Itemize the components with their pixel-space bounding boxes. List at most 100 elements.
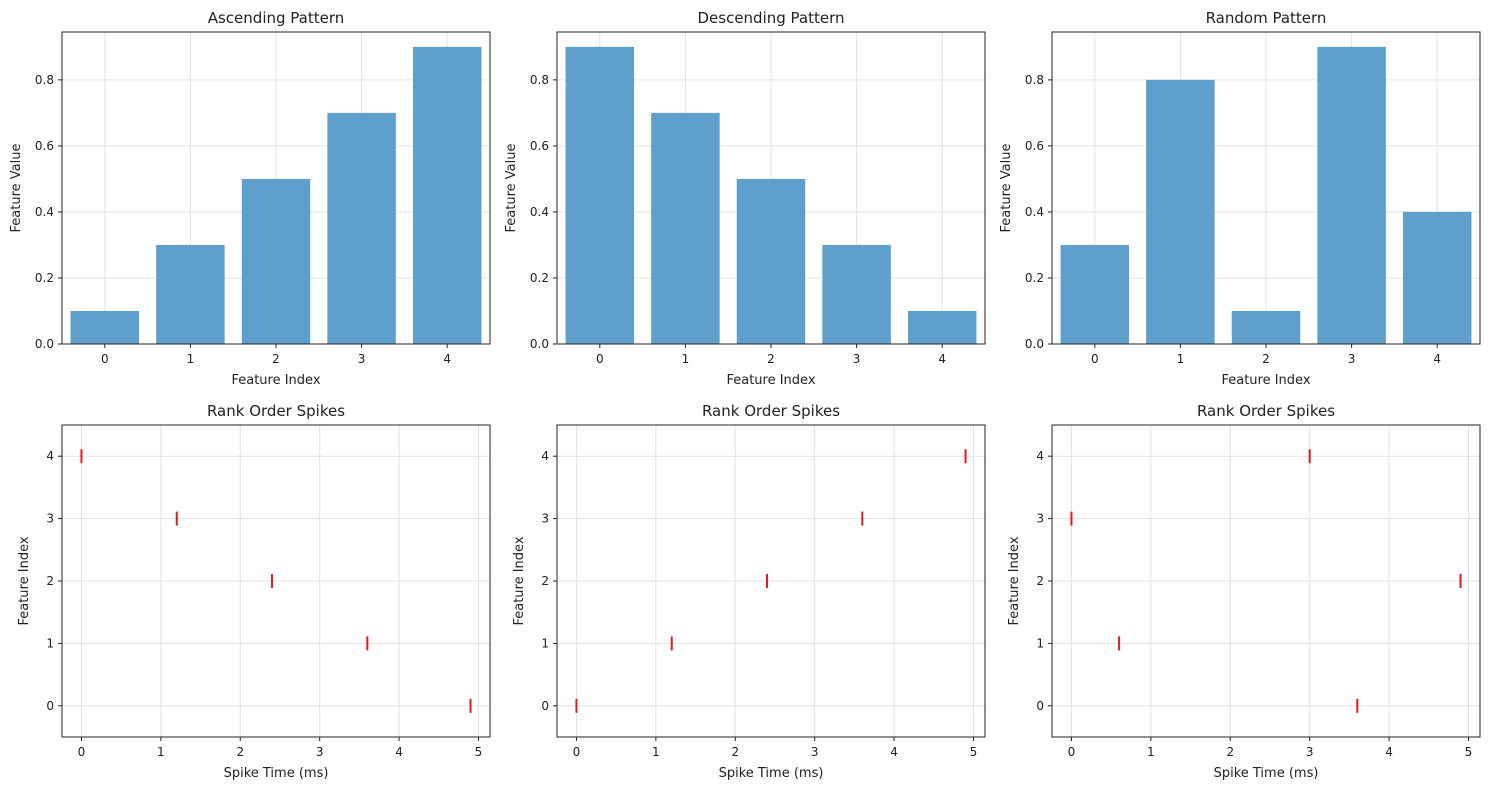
x-tick-label: 3 xyxy=(811,745,819,759)
y-tick-label: 4 xyxy=(1036,449,1044,463)
y-tick-label: 0.4 xyxy=(1025,205,1044,219)
bar-0 xyxy=(1060,244,1130,344)
bar-1 xyxy=(1146,79,1215,344)
y-tick-label: 0.2 xyxy=(530,271,549,285)
bar-2 xyxy=(736,178,806,344)
chart-panel-2: 0 1 2 3 4 0.0 0.2 0.4 0.6 0.8 Descending Pattern Fe… xyxy=(504,9,986,388)
bar-2 xyxy=(1231,310,1301,344)
bar-4 xyxy=(1402,211,1472,344)
chart-title: Random Pattern xyxy=(1206,9,1327,27)
x-tick-label: 3 xyxy=(1348,352,1356,366)
bar-4 xyxy=(907,310,977,344)
chart-title: Ascending Pattern xyxy=(208,9,345,27)
y-tick-label: 0.4 xyxy=(530,205,549,219)
x-tick-label: 4 xyxy=(443,352,451,366)
x-tick-label: 4 xyxy=(1433,352,1441,366)
y-tick-label: 0.2 xyxy=(35,271,54,285)
x-tick-label: 2 xyxy=(272,352,280,366)
bar-0 xyxy=(70,310,140,344)
bar-1 xyxy=(156,244,225,344)
chart-title: Descending Pattern xyxy=(697,9,844,27)
bar-3 xyxy=(1317,46,1386,344)
y-tick-label: 0 xyxy=(1036,699,1044,713)
x-tick-label: 1 xyxy=(652,745,660,759)
y-tick-label: 2 xyxy=(1036,574,1044,588)
y-tick-label: 0.6 xyxy=(35,139,54,153)
x-tick-label: 4 xyxy=(395,745,403,759)
x-axis-label: Feature Index xyxy=(231,373,320,388)
bar-4 xyxy=(412,46,482,344)
chart-title: Rank Order Spikes xyxy=(702,402,840,420)
x-tick-label: 3 xyxy=(853,352,861,366)
x-tick-label: 0 xyxy=(1068,745,1076,759)
y-tick-label: 0.8 xyxy=(530,73,549,87)
y-tick-label: 3 xyxy=(46,512,54,526)
x-axis-label: Spike Time (ms) xyxy=(1214,766,1319,781)
x-tick-label: 2 xyxy=(236,745,244,759)
x-axis-label: Feature Index xyxy=(726,373,815,388)
bar-0 xyxy=(565,46,635,344)
y-tick-label: 0 xyxy=(541,699,549,713)
chart-title: Rank Order Spikes xyxy=(1197,402,1335,420)
x-tick-label: 1 xyxy=(157,745,165,759)
y-tick-label: 2 xyxy=(541,574,549,588)
y-axis-label: Feature Value xyxy=(999,144,1014,233)
y-tick-label: 0.8 xyxy=(35,73,54,87)
chart-panel-4: 0 1 2 3 4 5 0 1 2 3 4 Rank Order Spikes Spike Time (… xyxy=(17,402,491,781)
chart-panel-3: 0 1 2 3 4 0.0 0.2 0.4 0.6 0.8 Random Pattern Featur… xyxy=(999,9,1481,388)
x-axis-label: Spike Time (ms) xyxy=(719,766,824,781)
bar-2 xyxy=(241,178,311,344)
y-tick-label: 0.6 xyxy=(1025,139,1044,153)
bar-3 xyxy=(327,112,396,344)
x-tick-label: 2 xyxy=(1226,745,1234,759)
bar-3 xyxy=(822,244,891,344)
x-tick-label: 5 xyxy=(475,745,483,759)
y-tick-label: 0 xyxy=(46,699,54,713)
x-tick-label: 0 xyxy=(78,745,86,759)
y-tick-label: 2 xyxy=(46,574,54,588)
x-tick-label: 1 xyxy=(1177,352,1185,366)
x-tick-label: 1 xyxy=(682,352,690,366)
chart-title: Rank Order Spikes xyxy=(207,402,345,420)
y-tick-label: 0.4 xyxy=(35,205,54,219)
chart-panel-5: 0 1 2 3 4 5 0 1 2 3 4 Rank Order Spikes Spike Time (… xyxy=(512,402,986,781)
y-tick-label: 3 xyxy=(1036,512,1044,526)
y-tick-label: 4 xyxy=(541,449,549,463)
chart-panel-1: 0 1 2 3 4 0.0 0.2 0.4 0.6 0.8 Ascending Pattern Fea… xyxy=(9,9,491,388)
x-tick-label: 2 xyxy=(731,745,739,759)
x-axis-label: Feature Index xyxy=(1221,373,1310,388)
chart-panel-6: 0 1 2 3 4 5 0 1 2 3 4 Rank Order Spikes Spike Time (… xyxy=(1007,402,1481,781)
x-tick-label: 1 xyxy=(1147,745,1155,759)
x-tick-label: 4 xyxy=(890,745,898,759)
x-tick-label: 1 xyxy=(187,352,195,366)
y-axis-label: Feature Index xyxy=(1007,536,1022,625)
y-tick-label: 0.0 xyxy=(1025,337,1044,351)
y-tick-label: 1 xyxy=(46,636,54,650)
x-tick-label: 4 xyxy=(938,352,946,366)
x-tick-label: 2 xyxy=(1262,352,1270,366)
y-axis-label: Feature Value xyxy=(9,144,24,233)
y-tick-label: 1 xyxy=(1036,636,1044,650)
y-tick-label: 0.8 xyxy=(1025,73,1044,87)
x-tick-label: 0 xyxy=(596,352,604,366)
x-tick-label: 2 xyxy=(767,352,775,366)
x-tick-label: 0 xyxy=(573,745,581,759)
y-tick-label: 4 xyxy=(46,449,54,463)
x-tick-label: 4 xyxy=(1385,745,1393,759)
bar-1 xyxy=(651,112,720,344)
y-tick-label: 3 xyxy=(541,512,549,526)
y-axis-label: Feature Index xyxy=(17,536,32,625)
x-tick-label: 5 xyxy=(970,745,978,759)
x-tick-label: 3 xyxy=(358,352,366,366)
y-tick-label: 0.0 xyxy=(530,337,549,351)
x-tick-label: 0 xyxy=(1091,352,1099,366)
y-tick-label: 1 xyxy=(541,636,549,650)
x-tick-label: 3 xyxy=(316,745,324,759)
y-tick-label: 0.0 xyxy=(35,337,54,351)
y-axis-label: Feature Value xyxy=(504,144,519,233)
x-axis-label: Spike Time (ms) xyxy=(224,766,329,781)
x-tick-label: 5 xyxy=(1465,745,1473,759)
y-tick-label: 0.2 xyxy=(1025,271,1044,285)
x-tick-label: 3 xyxy=(1306,745,1314,759)
